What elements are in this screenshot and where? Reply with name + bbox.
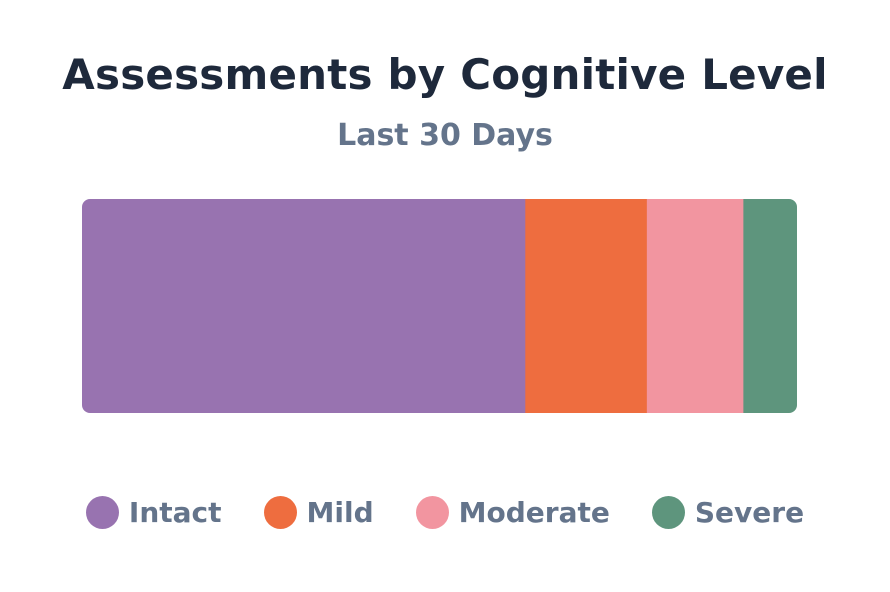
legend-swatch (85, 495, 119, 529)
legend-label: Mild (306, 495, 374, 529)
legend-swatch (415, 495, 449, 529)
legend-swatch (263, 495, 297, 529)
legend-label: Moderate (458, 495, 610, 529)
stacked-bar (82, 199, 797, 413)
legend-label: Severe (694, 495, 805, 529)
bar-segment-severe (743, 199, 797, 413)
chart-subtitle: Last 30 Days (337, 118, 553, 153)
legend: Intact Mild Moderate Severe (0, 490, 890, 534)
legend-item-severe: Severe (651, 495, 805, 529)
legend-item-mild: Mild (263, 495, 374, 529)
legend-swatch (651, 495, 685, 529)
bar-segment-intact (82, 199, 526, 413)
chart-title: Assessments by Cognitive Level (62, 50, 828, 99)
legend-label: Intact (128, 495, 222, 529)
legend-item-intact: Intact (85, 495, 222, 529)
bar-segment-mild (525, 199, 648, 413)
bar-segment-moderate (646, 199, 744, 413)
legend-item-moderate: Moderate (415, 495, 610, 529)
